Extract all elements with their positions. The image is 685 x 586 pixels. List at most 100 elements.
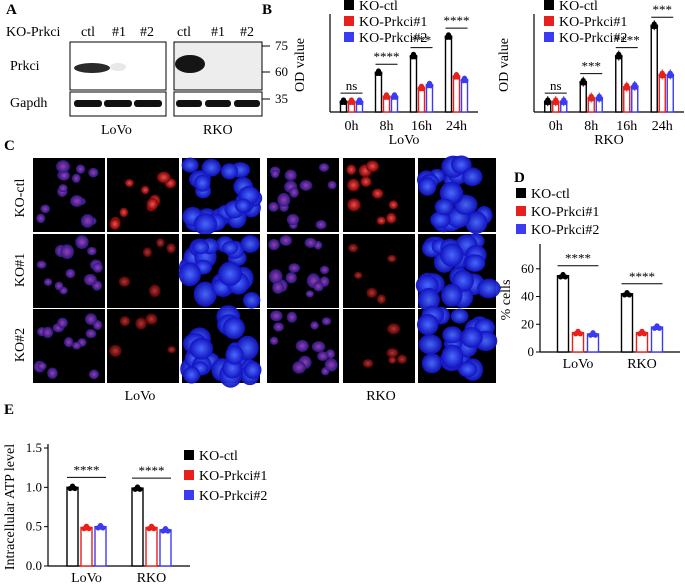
- nucleus-dot: [295, 339, 309, 352]
- micro-tile: [343, 309, 415, 383]
- nucleus-dot: [386, 347, 399, 358]
- nucleus-dot: [324, 358, 338, 372]
- cell-line-label: LoVo: [101, 123, 132, 138]
- gapdh-band: [134, 100, 162, 107]
- significance-label: ns: [346, 78, 358, 93]
- bar: [145, 526, 158, 567]
- nucleus-dot: [460, 326, 483, 348]
- legend-swatch: [544, 0, 554, 10]
- nucleus-dot: [87, 246, 97, 256]
- blot-header: KO-Prkci: [6, 25, 61, 40]
- nucleus-dot: [58, 184, 68, 193]
- nucleus-dot: [270, 310, 283, 322]
- nucleus-dot: [457, 361, 478, 378]
- gapdh-band: [74, 100, 102, 107]
- nucleus-dot: [387, 323, 401, 335]
- data-point: [577, 331, 584, 337]
- nucleus-dot: [141, 185, 150, 195]
- x-axis-label: RKO: [594, 133, 624, 148]
- nucleus-dot: [464, 254, 486, 272]
- nucleus-dot: [279, 235, 293, 246]
- data-point: [428, 83, 434, 89]
- panel-letter-c: C: [4, 138, 15, 154]
- legend-swatch: [184, 470, 194, 480]
- nucleus-dot: [441, 344, 464, 369]
- legend-label: KO-ctl: [531, 187, 570, 202]
- prkci-band: [74, 63, 110, 73]
- nucleus-dot: [285, 272, 297, 284]
- nucleus-dot: [201, 158, 222, 177]
- prkci-band: [175, 55, 205, 73]
- nucleus-dot: [221, 241, 239, 255]
- data-point: [581, 80, 588, 86]
- nucleus-dot: [327, 180, 337, 190]
- nucleus-dot: [47, 367, 58, 379]
- y-tick-label: 0.5: [26, 519, 42, 534]
- nucleus-dot: [60, 244, 75, 260]
- legend-label: KO-Prkci#1: [531, 205, 599, 220]
- legend-swatch: [344, 32, 354, 42]
- nucleus-dot: [181, 157, 199, 173]
- x-axis-label: LoVo: [389, 133, 420, 148]
- nucleus-dot: [286, 213, 300, 226]
- panel-letter-d: D: [514, 170, 525, 186]
- legend-label: KO-Prkci#1: [559, 15, 627, 30]
- legend-swatch: [344, 0, 354, 10]
- data-point: [100, 525, 106, 531]
- nucleus-dot: [365, 160, 379, 173]
- nucleus-dot: [299, 180, 313, 191]
- nucleus-dot: [311, 341, 326, 353]
- data-point: [668, 73, 675, 79]
- y-tick-label: 0.0: [26, 558, 42, 573]
- marker-label: 60: [275, 64, 288, 79]
- panel-c-microscopy: KO-ctl KO#1 KO#2 LoVo RKO: [13, 155, 501, 404]
- data-point: [652, 23, 659, 30]
- significance-label: ***: [582, 59, 602, 74]
- nucleus-dot: [286, 311, 297, 323]
- nucleus-dot: [242, 292, 261, 309]
- nucleus-dot: [362, 358, 374, 368]
- data-point: [420, 86, 426, 92]
- data-point: [463, 78, 469, 84]
- nucleus-dot: [376, 294, 386, 304]
- nucleus-dot: [218, 261, 242, 287]
- x-tick-label: 24h: [652, 119, 673, 134]
- x-tick-label: 24h: [446, 119, 467, 134]
- y-axis-label: Intracellular ATP level: [3, 444, 18, 570]
- nucleus-dot: [386, 212, 397, 224]
- y-tick-label: 1.5: [26, 440, 42, 455]
- significance-label: ****: [614, 33, 640, 48]
- nucleus-dot: [193, 281, 217, 307]
- nucleus-dot: [146, 198, 159, 211]
- nucleus-dot: [289, 187, 299, 198]
- y-axis-label: % cells: [499, 280, 514, 321]
- nucleus-dot: [119, 207, 129, 218]
- data-point: [342, 99, 348, 105]
- legend-label: KO-Prkci#1: [359, 15, 427, 30]
- data-point: [377, 70, 383, 77]
- nucleus-dot: [193, 213, 218, 236]
- bar: [556, 275, 570, 353]
- nucleus-dot: [418, 334, 442, 355]
- gapdh-band: [176, 100, 202, 107]
- nucleus-dot: [72, 341, 82, 350]
- nucleus-dot: [43, 278, 53, 286]
- data-point: [554, 99, 560, 105]
- nucleus-dot: [85, 328, 97, 339]
- x-tick-label: LoVo: [563, 357, 594, 372]
- nucleus-dot: [270, 169, 280, 179]
- nucleus-dot: [346, 164, 357, 175]
- significance-label: ***: [653, 2, 673, 17]
- bar: [425, 83, 434, 113]
- legend-swatch: [544, 32, 554, 42]
- nucleus-dot: [310, 321, 319, 330]
- nucleus-dot: [417, 287, 440, 312]
- panel-letter-b: B: [262, 2, 272, 18]
- nucleus-dot: [243, 361, 262, 379]
- bar: [417, 86, 426, 113]
- cell-line-label: RKO: [366, 389, 396, 404]
- y-tick-label: 1.0: [26, 479, 42, 494]
- nucleus-dot: [387, 254, 397, 263]
- y-axis-label: OD value: [293, 38, 308, 92]
- nucleus-dot: [192, 240, 210, 255]
